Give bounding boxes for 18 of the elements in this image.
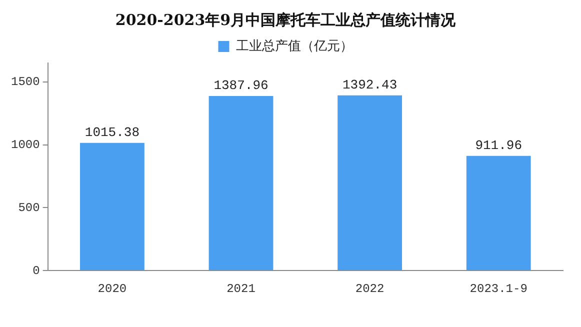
y-tick-label: 500 [18, 200, 40, 215]
x-tick-label: 2020 [98, 282, 127, 296]
bar [338, 95, 402, 270]
y-tick-label: 0 [32, 264, 40, 278]
bar [80, 142, 144, 270]
y-tick-label: 1500 [10, 75, 40, 90]
data-label: 1387.96 [214, 78, 268, 93]
chart-title: 2020-2023年9月中国摩托车工业总产值统计情况 [115, 10, 457, 29]
data-label: 911.96 [475, 138, 522, 153]
x-tick-label: 2023.1-9 [470, 282, 528, 296]
data-label: 1392.43 [342, 77, 398, 92]
data-label: 1015.38 [84, 124, 140, 140]
bar [208, 96, 274, 270]
x-tick-label: 2021 [226, 282, 256, 296]
x-tick-label: 2022 [355, 282, 384, 296]
y-tick-label: 1000 [10, 138, 40, 152]
legend-label: 工业总产值（亿元） [236, 38, 353, 54]
bar [466, 156, 531, 270]
